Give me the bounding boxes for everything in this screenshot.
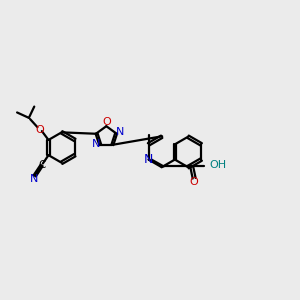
Text: OH: OH <box>209 160 226 170</box>
Text: N: N <box>30 174 38 184</box>
Text: C: C <box>38 160 45 170</box>
Text: O: O <box>102 117 111 127</box>
Text: N: N <box>144 153 153 166</box>
Text: N: N <box>92 140 100 149</box>
Text: O: O <box>190 177 199 187</box>
Text: N: N <box>116 127 124 137</box>
Text: O: O <box>35 124 44 135</box>
